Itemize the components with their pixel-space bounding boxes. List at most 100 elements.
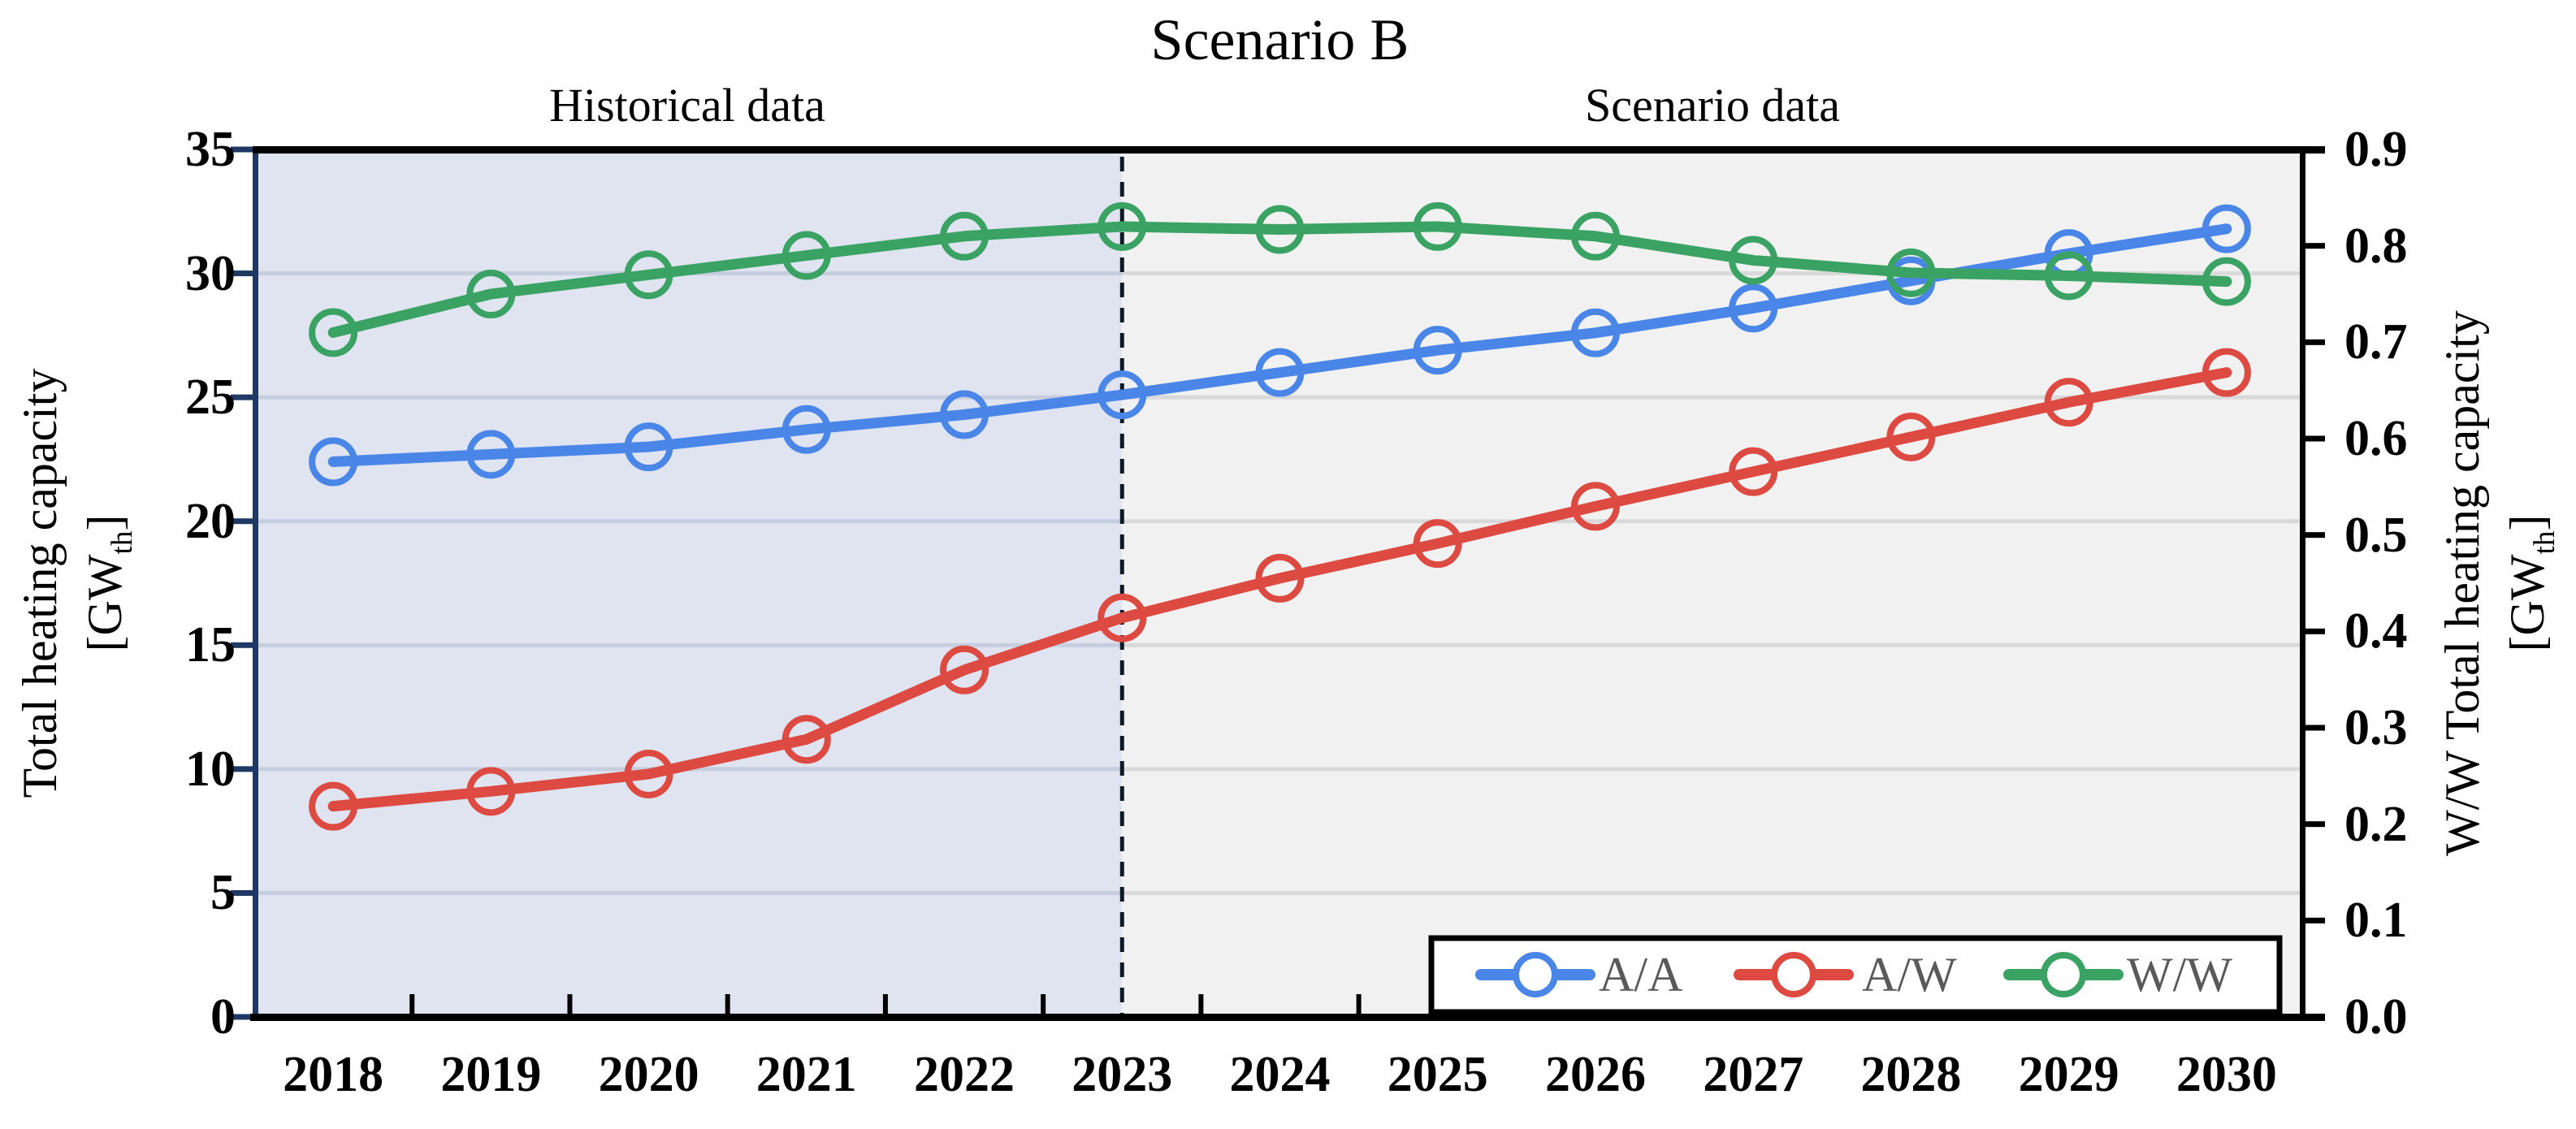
data-point-marker-aw <box>1098 593 1147 642</box>
gridline <box>258 519 1123 524</box>
data-point-marker-aw <box>466 767 516 816</box>
data-point-marker-aw <box>1570 482 1620 531</box>
gridline <box>1122 642 2300 647</box>
left-axis-tick <box>231 270 253 277</box>
data-point-marker-ww <box>466 270 516 318</box>
right-axis-tick <box>2305 243 2325 249</box>
x-axis-tick-label: 2030 <box>2176 1047 2277 1102</box>
data-point-marker-ww <box>1255 205 1305 254</box>
left-axis-tick <box>231 146 253 153</box>
x-axis-tick-label: 2027 <box>1703 1047 1804 1102</box>
data-point-marker-aw <box>2044 378 2093 427</box>
data-point-marker-ww <box>1570 211 1620 261</box>
legend-marker-circle <box>2041 952 2086 997</box>
x-axis-tick-label: 2023 <box>1072 1047 1173 1102</box>
x-axis-inner-tick <box>1041 994 1046 1014</box>
data-point-marker-ww <box>1729 236 1778 285</box>
data-point-marker-aw <box>1255 553 1305 603</box>
gridline <box>258 890 1123 895</box>
right-axis-tick-label: 0.8 <box>2344 218 2408 274</box>
right-axis-line <box>2300 146 2305 1020</box>
data-point-marker-aa <box>466 430 516 479</box>
historical-region-bg <box>258 154 1123 1014</box>
data-point-marker-ww <box>2044 251 2093 301</box>
left-axis-tick-label: 0 <box>210 989 236 1045</box>
left-axis-unit: [GWth] <box>78 514 139 652</box>
x-axis-inner-tick <box>1356 994 1362 1014</box>
historical-region-label: Historical data <box>549 79 825 132</box>
data-point-marker-aa <box>1255 348 1305 397</box>
data-point-marker-aa <box>1098 370 1147 420</box>
x-axis-tick-label: 2019 <box>440 1047 542 1102</box>
data-point-marker-aw <box>624 749 673 798</box>
gridline <box>1122 395 2300 400</box>
left-axis-tick <box>231 889 253 896</box>
gridline <box>1122 890 2300 895</box>
left-axis-tick <box>231 766 253 772</box>
left-axis-title-text: Total heating capacity <box>13 368 67 798</box>
x-axis-tick-label: 2020 <box>598 1047 699 1102</box>
x-axis-line <box>250 1014 2325 1021</box>
legend-label-aa: A/A <box>1599 948 1683 1001</box>
right-axis-tick <box>2305 339 2325 345</box>
x-axis-tick-label: 2018 <box>283 1047 384 1102</box>
x-axis-tick-label: 2028 <box>1860 1047 1962 1102</box>
x-axis-inner-tick <box>725 994 730 1014</box>
data-point-marker-aw <box>781 715 831 764</box>
series-line-aa <box>327 223 2232 467</box>
right-axis-tick-label: 0.6 <box>2344 411 2408 466</box>
right-axis-tick-label: 0.9 <box>2344 122 2408 177</box>
data-point-marker-aa <box>940 390 989 439</box>
legend-label-aw: A/W <box>1862 948 1957 1001</box>
right-axis-tick <box>2305 725 2325 731</box>
gridline <box>258 642 1123 647</box>
data-point-marker-aa <box>309 437 358 487</box>
gridline <box>258 395 1123 400</box>
data-point-marker-aw <box>309 781 358 831</box>
chart-title: Scenario B <box>1150 7 1409 72</box>
data-point-marker-ww <box>1413 201 1462 251</box>
x-axis-tick-label: 2029 <box>2018 1047 2119 1102</box>
x-axis-tick-label: 2021 <box>755 1047 857 1102</box>
scenario-region-bg <box>1122 154 2300 1014</box>
left-axis-tick-label: 10 <box>185 741 236 797</box>
data-point-marker-aa <box>1729 283 1778 333</box>
left-axis-tick-label: 30 <box>185 245 236 301</box>
left-axis-tick-label: 15 <box>185 617 236 673</box>
x-axis-inner-tick <box>567 994 573 1014</box>
right-axis-tick-label: 0.4 <box>2344 603 2408 660</box>
x-axis-tick-label: 2026 <box>1544 1047 1646 1102</box>
left-axis-tick-label: 5 <box>210 865 236 921</box>
right-axis-tick <box>2305 821 2325 828</box>
legend-marker-circle <box>1513 952 1558 997</box>
right-axis-tick-label: 0.7 <box>2344 314 2408 370</box>
right-axis-tick <box>2305 628 2325 634</box>
plot-top-border <box>253 146 2325 154</box>
left-axis-tick <box>231 518 253 525</box>
left-axis-tick-label: 20 <box>185 493 236 549</box>
data-point-marker-aw <box>1413 519 1462 569</box>
data-point-marker-aw <box>1886 412 1936 461</box>
left-axis-tick <box>231 1014 253 1020</box>
right-axis-tick-label: 0.3 <box>2344 700 2408 755</box>
left-axis-tick <box>231 394 253 400</box>
x-axis-inner-tick <box>409 994 415 1014</box>
legend-label-ww: W/W <box>2127 948 2232 1001</box>
x-axis-tick-label: 2025 <box>1387 1047 1488 1102</box>
x-axis-inner-tick <box>882 994 888 1014</box>
x-axis-inner-tick <box>1198 994 1204 1014</box>
x-axis-tick-label: 2024 <box>1229 1047 1331 1102</box>
right-axis-tick <box>2305 917 2325 924</box>
x-axis-tick-label: 2022 <box>914 1047 1015 1102</box>
data-point-marker-aa <box>1413 326 1462 375</box>
data-point-marker-aw <box>2202 348 2251 397</box>
right-axis-tick-label: 0.0 <box>2344 989 2408 1045</box>
gridline <box>1122 271 2300 276</box>
data-point-marker-ww <box>781 231 831 280</box>
data-point-marker-ww <box>2202 257 2251 306</box>
left-axis-title: Total heating capacity [GWth] <box>4 96 158 1071</box>
series-line-ww <box>327 221 2232 338</box>
data-point-marker-aa <box>1570 308 1620 357</box>
left-axis-tick <box>231 642 253 648</box>
